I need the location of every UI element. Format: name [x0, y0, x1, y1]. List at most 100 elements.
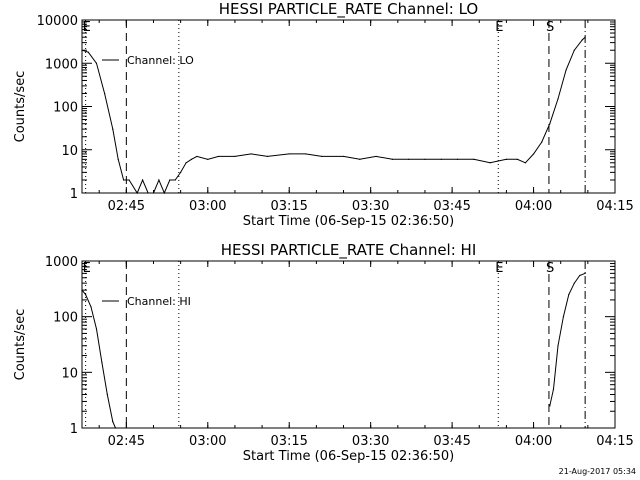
y-axis-label: Counts/sec [13, 71, 28, 143]
data-point [87, 51, 89, 53]
series-line [81, 272, 586, 429]
data-point [218, 155, 220, 158]
data-point [581, 39, 584, 41]
data-point [375, 155, 377, 158]
data-point [185, 162, 187, 164]
event-marker-label: S [546, 20, 554, 35]
data-point [557, 345, 559, 347]
data-point [104, 92, 106, 95]
y-tick-label: 1000 [45, 57, 78, 72]
chart-title: HESSI PARTICLE_RATE Channel: LO [219, 0, 478, 19]
data-point [489, 162, 491, 164]
data-point [424, 158, 426, 160]
y-tick-label: 1000 [45, 255, 78, 270]
x-tick-label: 02:45 [108, 199, 145, 214]
data-point [123, 179, 125, 181]
data-point [408, 158, 410, 160]
data-point [541, 141, 543, 143]
data-point [128, 179, 130, 181]
plot-frame [81, 19, 616, 194]
x-tick-label: 03:00 [189, 434, 226, 449]
data-point [304, 153, 307, 155]
data-point [584, 36, 586, 38]
y-tick-label: 1 [70, 187, 78, 202]
series-line [81, 36, 586, 195]
data-point [391, 158, 393, 160]
y-tick-label: 10 [61, 366, 78, 381]
y-tick-label: 100 [53, 101, 78, 116]
data-point [169, 179, 171, 181]
data-point [584, 272, 586, 274]
data-point [565, 69, 567, 71]
x-tick-label: 04:15 [596, 434, 633, 449]
data-point [579, 274, 581, 277]
data-point [573, 282, 575, 284]
data-point [174, 179, 176, 181]
data-point [81, 289, 83, 291]
x-tick-label: 04:15 [596, 199, 633, 214]
data-point [505, 158, 508, 160]
y-tick-label: 1 [70, 422, 78, 437]
data-point [152, 192, 155, 194]
data-point [524, 162, 527, 164]
data-point [359, 158, 361, 160]
data-point [266, 155, 269, 158]
data-point [207, 158, 209, 160]
legend-label: Channel: HI [127, 295, 191, 308]
data-point [440, 158, 442, 160]
x-tick-label: 02:45 [108, 434, 145, 449]
data-point [112, 421, 114, 423]
data-point [85, 293, 87, 296]
x-tick-label: 03:45 [433, 199, 470, 214]
data-point [95, 62, 98, 64]
event-marker-label: E [83, 261, 91, 276]
data-point [136, 192, 138, 194]
event-marker-label: E [495, 20, 503, 35]
data-point [549, 123, 551, 125]
x-axis-label: Start Time (06-Sep-15 02:36:50) [243, 214, 454, 229]
data-point [114, 427, 117, 429]
plot-frame [81, 260, 616, 429]
data-point [549, 405, 551, 407]
data-point [163, 192, 165, 194]
chart-lo: HESSI PARTICLE_RATE Channel: LO 02:45 03:0… [13, 0, 634, 229]
event-marker-label: E [83, 20, 91, 35]
x-tick-label: 03:15 [270, 199, 307, 214]
y-tick-label: 100 [53, 311, 78, 326]
x-tick-label: 04:00 [515, 199, 552, 214]
event-marker-label: S [546, 261, 554, 276]
x-tick-label: 03:15 [270, 434, 307, 449]
data-point [106, 393, 108, 396]
event-marker-label: E [495, 261, 503, 276]
data-point [95, 328, 98, 330]
y-tick-label: 10 [61, 144, 78, 159]
data-point [473, 158, 475, 160]
data-point [147, 192, 149, 194]
data-point [573, 49, 575, 51]
data-point [180, 171, 182, 173]
y-axis-label: Counts/sec [13, 309, 28, 381]
data-point [158, 179, 160, 181]
data-point [112, 128, 114, 130]
data-point [516, 158, 518, 160]
data-point [321, 155, 323, 158]
x-tick-label: 04:00 [515, 434, 552, 449]
data-point [552, 388, 555, 390]
data-point [101, 361, 103, 364]
chart-hi: HESSI PARTICLE_RATE Channel: HI 02:45 03:0… [13, 241, 634, 464]
x-tick-label: 03:30 [352, 434, 389, 449]
data-point [234, 155, 236, 158]
data-point [250, 153, 252, 155]
data-point [456, 158, 459, 160]
data-point [342, 155, 345, 158]
data-point [117, 158, 119, 160]
data-point [288, 153, 290, 155]
x-axis-label: Start Time (06-Sep-15 02:36:50) [243, 449, 454, 464]
series-segment [81, 289, 116, 429]
data-point [568, 293, 570, 296]
series-segment [549, 272, 586, 406]
data-point [557, 98, 559, 100]
chart-title: HESSI PARTICLE_RATE Channel: HI [221, 241, 477, 260]
data-point [90, 306, 92, 308]
x-tick-label: 03:45 [433, 434, 470, 449]
